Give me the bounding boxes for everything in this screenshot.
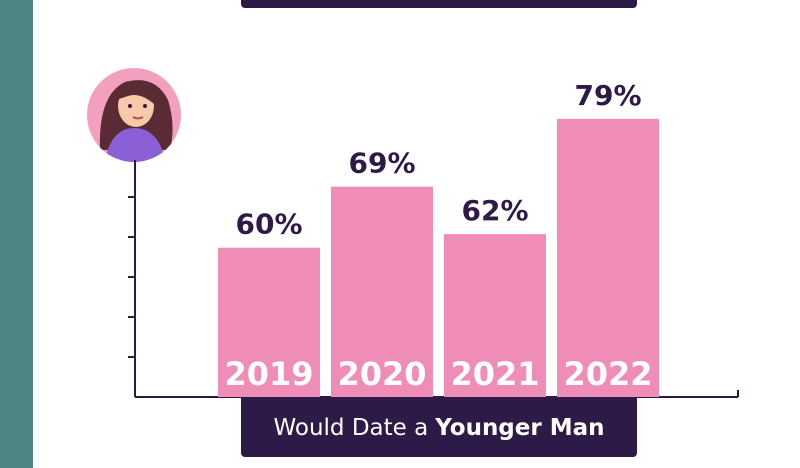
category-label: 2020 bbox=[337, 355, 426, 393]
x-label-bold: Younger Man bbox=[435, 414, 605, 441]
value-label: 69% bbox=[348, 147, 415, 180]
bar bbox=[557, 118, 659, 398]
value-label: 62% bbox=[461, 194, 528, 227]
avatar bbox=[87, 68, 181, 162]
category-label: 2019 bbox=[224, 355, 313, 393]
bar bbox=[331, 186, 433, 397]
value-label: 60% bbox=[235, 208, 302, 241]
side-strip bbox=[0, 0, 33, 468]
bar bbox=[218, 247, 320, 397]
top-banner bbox=[241, 0, 637, 8]
value-label: 79% bbox=[574, 79, 641, 112]
category-label: 2022 bbox=[563, 355, 652, 393]
bar bbox=[444, 234, 546, 397]
category-label: 2021 bbox=[450, 355, 539, 393]
x-label-text: Would Date a bbox=[273, 414, 429, 441]
x-axis-label: Would Date a Younger Man bbox=[241, 398, 637, 457]
